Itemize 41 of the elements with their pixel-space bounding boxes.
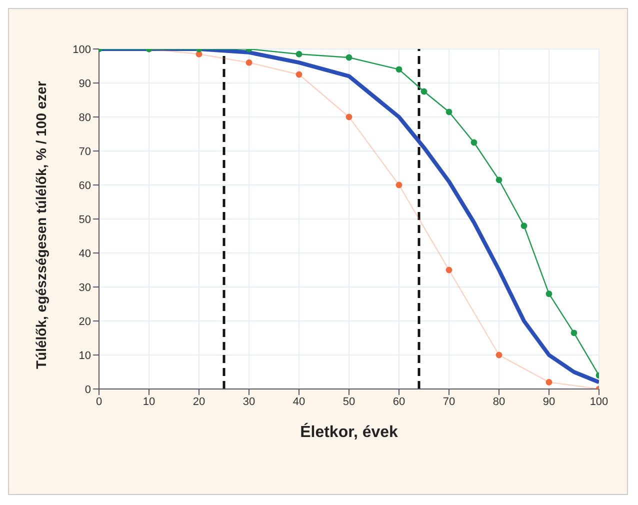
y-tick-label: 30 bbox=[78, 282, 91, 294]
y-axis-title: Túlélők, egészségesen túlélők, % / 100 ezer bbox=[32, 80, 49, 369]
point bbox=[346, 54, 352, 61]
point bbox=[346, 114, 352, 120]
y-tick-label: 100 bbox=[72, 44, 91, 56]
point bbox=[546, 379, 552, 386]
point bbox=[446, 108, 452, 116]
point bbox=[546, 290, 552, 297]
point bbox=[470, 139, 478, 146]
x-tick-label: 40 bbox=[292, 396, 306, 408]
y-tick-label: 10 bbox=[78, 350, 91, 362]
point bbox=[246, 59, 252, 66]
x-tick-label: 50 bbox=[342, 396, 356, 408]
y-tick-label: 80 bbox=[78, 112, 91, 124]
point bbox=[420, 88, 428, 95]
x-tick-label: 60 bbox=[392, 396, 406, 408]
point bbox=[296, 50, 302, 58]
y-tick-label: 70 bbox=[78, 146, 91, 158]
x-tick-label: 30 bbox=[242, 396, 256, 408]
x-tick-label: 10 bbox=[142, 396, 156, 408]
point bbox=[396, 182, 402, 188]
y-tick-label: 0 bbox=[84, 384, 91, 396]
x-tick-label: 90 bbox=[542, 396, 556, 408]
y-tick-label: 60 bbox=[78, 180, 91, 192]
point bbox=[446, 266, 452, 274]
x-tick-label: 80 bbox=[492, 396, 506, 408]
point bbox=[496, 352, 502, 358]
point bbox=[496, 176, 502, 184]
y-tick-label: 20 bbox=[78, 316, 91, 328]
x-tick-label: 20 bbox=[192, 396, 206, 408]
x-tick-label: 0 bbox=[96, 396, 102, 408]
point bbox=[296, 71, 302, 78]
point bbox=[396, 66, 402, 73]
point bbox=[520, 222, 528, 229]
x-tick-label: 100 bbox=[590, 396, 608, 408]
y-tick-label: 40 bbox=[78, 248, 91, 260]
x-tick-label: 70 bbox=[442, 396, 456, 408]
y-tick-label: 90 bbox=[78, 78, 91, 90]
x-axis-title: Életkor, évek bbox=[300, 422, 398, 441]
y-tick-label: 50 bbox=[78, 214, 91, 226]
point bbox=[570, 330, 578, 336]
